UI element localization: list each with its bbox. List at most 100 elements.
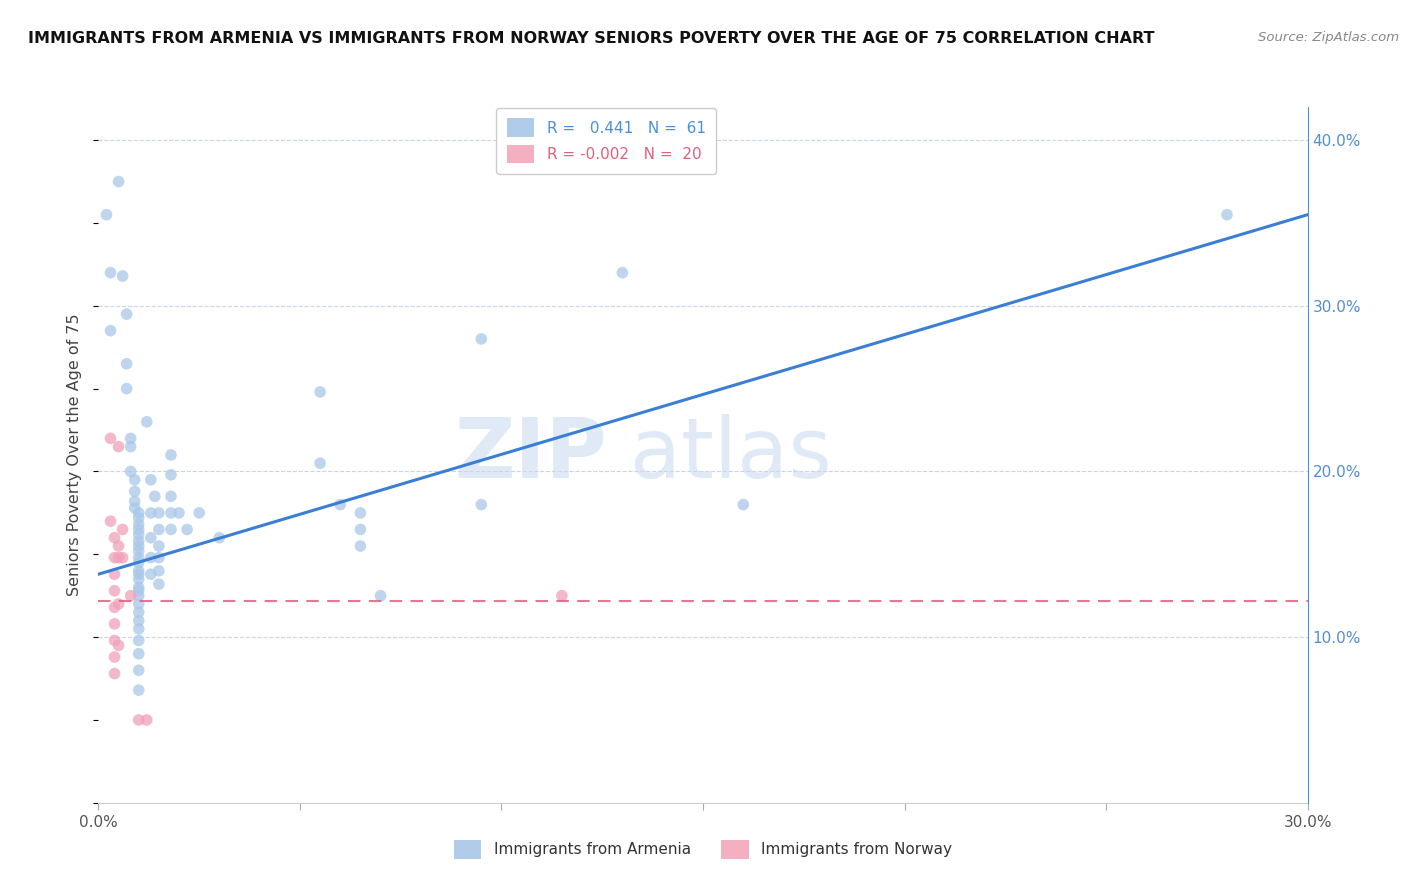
Text: ZIP: ZIP [454, 415, 606, 495]
Point [120, 431, 142, 445]
Point [128, 567, 150, 582]
Point [107, 639, 129, 653]
Point [111, 268, 134, 283]
Point [188, 506, 211, 520]
Point [128, 614, 150, 628]
Point [128, 564, 150, 578]
Point [103, 616, 125, 631]
Point [148, 577, 170, 591]
Point [103, 666, 125, 681]
Point [128, 683, 150, 698]
Point [124, 494, 146, 508]
Point [111, 550, 134, 565]
Point [128, 517, 150, 532]
Y-axis label: Seniors Poverty Over the Age of 75: Seniors Poverty Over the Age of 75 [67, 314, 83, 596]
Point [103, 650, 125, 665]
Text: IMMIGRANTS FROM ARMENIA VS IMMIGRANTS FROM NORWAY SENIORS POVERTY OVER THE AGE O: IMMIGRANTS FROM ARMENIA VS IMMIGRANTS FR… [28, 31, 1154, 46]
Legend: Immigrants from Armenia, Immigrants from Norway: Immigrants from Armenia, Immigrants from… [449, 834, 957, 864]
Point [128, 605, 150, 619]
Point [128, 633, 150, 648]
Point [139, 567, 162, 582]
Point [1216, 208, 1239, 222]
Point [176, 523, 198, 537]
Point [160, 506, 183, 520]
Point [143, 489, 166, 503]
Point [107, 597, 129, 611]
Point [128, 597, 150, 611]
Point [128, 506, 150, 520]
Point [103, 550, 125, 565]
Point [100, 514, 122, 528]
Point [100, 431, 122, 445]
Point [103, 583, 125, 598]
Point [139, 531, 162, 545]
Point [103, 531, 125, 545]
Point [120, 465, 142, 479]
Point [733, 498, 755, 512]
Point [128, 663, 150, 677]
Point [124, 473, 146, 487]
Point [139, 473, 162, 487]
Point [160, 448, 183, 462]
Point [148, 539, 170, 553]
Point [103, 567, 125, 582]
Point [349, 506, 371, 520]
Point [208, 531, 231, 545]
Point [115, 357, 138, 371]
Text: Source: ZipAtlas.com: Source: ZipAtlas.com [1258, 31, 1399, 45]
Point [111, 523, 134, 537]
Point [124, 500, 146, 515]
Point [148, 550, 170, 565]
Point [309, 456, 332, 470]
Point [128, 589, 150, 603]
Point [135, 713, 157, 727]
Point [160, 523, 183, 537]
Point [148, 523, 170, 537]
Point [103, 600, 125, 615]
Point [100, 324, 122, 338]
Point [115, 307, 138, 321]
Point [309, 384, 332, 399]
Point [349, 523, 371, 537]
Point [128, 511, 150, 525]
Point [128, 572, 150, 586]
Point [120, 440, 142, 454]
Point [128, 539, 150, 553]
Point [107, 175, 129, 189]
Point [470, 332, 492, 346]
Point [139, 550, 162, 565]
Point [135, 415, 157, 429]
Point [128, 544, 150, 558]
Point [120, 589, 142, 603]
Point [160, 489, 183, 503]
Point [139, 506, 162, 520]
Point [128, 581, 150, 595]
Point [115, 382, 138, 396]
Point [128, 527, 150, 541]
Point [551, 589, 574, 603]
Point [107, 539, 129, 553]
Point [107, 550, 129, 565]
Point [128, 622, 150, 636]
Point [128, 647, 150, 661]
Point [167, 506, 190, 520]
Point [128, 550, 150, 565]
Point [329, 498, 352, 512]
Point [349, 539, 371, 553]
Point [128, 583, 150, 598]
Point [96, 208, 118, 222]
Point [128, 713, 150, 727]
Point [124, 484, 146, 499]
Point [470, 498, 492, 512]
Point [103, 633, 125, 648]
Point [100, 266, 122, 280]
Point [370, 589, 392, 603]
Point [128, 556, 150, 570]
Point [128, 523, 150, 537]
Point [107, 440, 129, 454]
Point [160, 467, 183, 482]
Point [148, 506, 170, 520]
Point [148, 564, 170, 578]
Point [612, 266, 634, 280]
Point [128, 534, 150, 549]
